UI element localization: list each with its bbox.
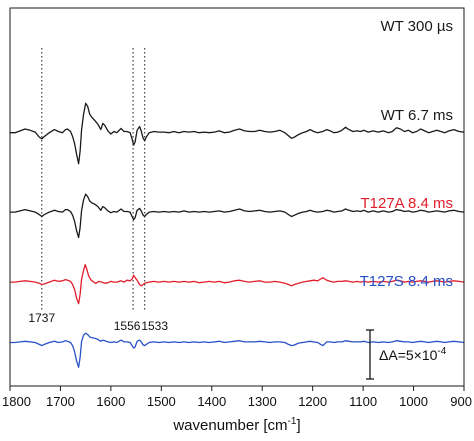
scale-bar-label: ΔA=5×10-4 [379, 346, 447, 363]
x-axis-title: wavenumber [cm-1] [172, 416, 300, 434]
series-labels: WT 300 µs WT 6.7 ms T127A 8.4 ms T127S 8.4 … [360, 18, 453, 290]
series-line-2 [10, 264, 465, 305]
x-tick-label-1100: 1100 [349, 394, 377, 409]
x-tick-label-1800: 1800 [2, 394, 31, 409]
x-tick-label-1600: 1600 [96, 394, 125, 409]
series-lines [10, 102, 465, 368]
x-tick-label-900: 900 [450, 394, 472, 409]
x-tick-label-1000: 1000 [399, 394, 428, 409]
series-label-1: WT 6.7 ms [381, 107, 453, 124]
x-tick-label-1300: 1300 [248, 394, 277, 409]
x-axis: 1800 1700 1600 1500 1400 1300 1200 1100 1000 900 [2, 386, 472, 409]
marker-label-1533: 1533 [141, 319, 168, 333]
x-tick-label-1700: 1700 [46, 394, 75, 409]
marker-label-1556: 1556 [114, 319, 141, 333]
peak-marker-lines: 1737 1556 1533 [28, 48, 168, 333]
scale-bar: ΔA=5×10-4 [366, 329, 447, 380]
x-tick-label-1200: 1200 [298, 394, 327, 409]
series-line-0 [10, 102, 465, 165]
series-label-2: T127A 8.4 ms [360, 195, 453, 212]
x-tick-label-1500: 1500 [147, 394, 176, 409]
plot-frame [9, 7, 465, 387]
x-tick-label-1400: 1400 [197, 394, 226, 409]
series-label-0: WT 300 µs [380, 18, 453, 35]
series-line-3 [10, 332, 465, 368]
series-line-1 [10, 193, 465, 239]
series-label-3: T127S 8.4 ms [360, 273, 453, 290]
marker-label-1737: 1737 [28, 311, 55, 325]
